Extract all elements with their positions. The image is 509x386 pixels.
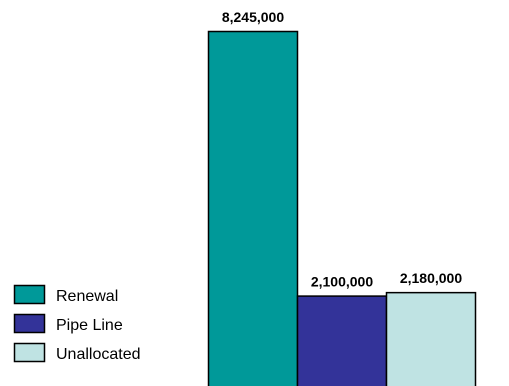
bar-pipe-line <box>296 295 388 386</box>
legend-label-pipe-line: Pipe Line <box>56 317 123 334</box>
legend: Renewal Pipe Line Unallocated <box>13 284 141 363</box>
bar-renewal <box>207 30 299 386</box>
data-label-unallocated: 2,180,000 <box>400 270 462 286</box>
legend-label-renewal: Renewal <box>56 288 118 305</box>
legend-label-unallocated: Unallocated <box>56 346 141 363</box>
bar-unallocated <box>385 291 477 386</box>
legend-swatch-renewal <box>13 284 46 305</box>
data-label-pipe-line: 2,100,000 <box>311 274 373 290</box>
legend-swatch-pipe-line <box>13 313 46 334</box>
bars-group <box>207 30 477 386</box>
data-label-renewal: 8,245,000 <box>222 9 284 25</box>
legend-swatch-unallocated <box>13 342 46 363</box>
data-labels-group: 8,245,000 2,100,000 2,180,000 <box>222 9 462 290</box>
